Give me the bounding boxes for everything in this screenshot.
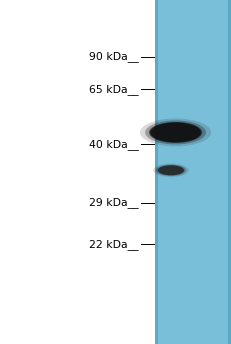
Ellipse shape bbox=[158, 165, 184, 175]
Text: 29 kDa__: 29 kDa__ bbox=[89, 197, 139, 208]
Text: 40 kDa__: 40 kDa__ bbox=[89, 139, 139, 150]
Ellipse shape bbox=[149, 122, 202, 143]
Ellipse shape bbox=[150, 122, 201, 142]
Bar bbox=[155, 0, 158, 344]
Bar bbox=[228, 0, 231, 344]
Ellipse shape bbox=[158, 165, 184, 175]
Text: 22 kDa__: 22 kDa__ bbox=[89, 239, 139, 250]
Bar bbox=[155, 0, 231, 344]
Ellipse shape bbox=[145, 120, 206, 144]
Ellipse shape bbox=[156, 164, 186, 176]
Ellipse shape bbox=[153, 163, 189, 177]
Text: 90 kDa__: 90 kDa__ bbox=[89, 51, 139, 62]
Ellipse shape bbox=[140, 118, 211, 147]
Text: 65 kDa__: 65 kDa__ bbox=[89, 84, 139, 95]
